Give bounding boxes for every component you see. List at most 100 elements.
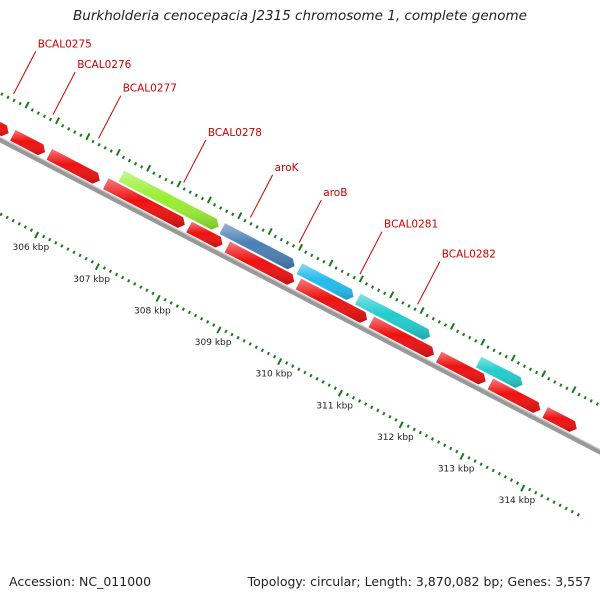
outer-tick: [237, 212, 243, 220]
outer-tick: [85, 133, 91, 141]
inner-tick: [102, 266, 106, 270]
outer-tick: [164, 177, 168, 182]
outer-tick: [97, 142, 101, 147]
gene-forward-3-shade: [103, 178, 185, 228]
inner-tick: [459, 452, 465, 461]
outer-tick: [449, 322, 455, 330]
outer-tick: [577, 392, 581, 397]
gene-forward-1: [10, 130, 46, 156]
outer-tick: [115, 148, 121, 157]
outer-tick: [279, 237, 283, 242]
inner-tick: [84, 256, 88, 261]
kbp-label: 314 kbp: [499, 496, 536, 506]
inner-tick: [570, 509, 574, 514]
gene-forward-7: [368, 316, 434, 358]
inner-tick: [266, 351, 271, 356]
outer-tick: [516, 361, 520, 365]
backbone-line: [0, 137, 600, 455]
inner-tick: [216, 326, 222, 334]
inner-tick: [78, 253, 82, 258]
outer-tick: [456, 329, 460, 334]
kbp-label: 312 kbp: [377, 433, 414, 443]
outer-tick: [152, 171, 156, 175]
inner-tick: [337, 389, 343, 397]
outer-tick: [443, 323, 448, 327]
outer-tick: [419, 307, 425, 315]
gene-label-leader: [250, 174, 274, 218]
gene-forward-6: [295, 278, 368, 323]
inner-tick: [5, 215, 9, 220]
outer-tick: [528, 367, 533, 372]
outer-tick: [273, 234, 277, 239]
outer-tick: [267, 227, 273, 236]
gene-forward-3: [103, 178, 185, 228]
gene-forward-0: [0, 121, 9, 137]
outer-tick: [322, 259, 326, 264]
inner-tick: [17, 222, 21, 226]
gene-forward-8-shade: [436, 351, 486, 385]
gene-label-leader: [417, 261, 441, 305]
inner-tick: [11, 218, 15, 223]
gene-forward-5-shade: [224, 241, 295, 285]
inner-tick: [108, 269, 113, 274]
outer-tick: [304, 250, 308, 255]
outer-tick: [583, 395, 587, 400]
outer-tick: [194, 193, 198, 198]
inner-tick: [139, 285, 143, 289]
gene-label: BCAL0277: [123, 83, 177, 95]
kbp-label: 311 kbp: [316, 401, 353, 411]
gene-feature-0: [118, 170, 219, 230]
gene-feature-2: [296, 263, 354, 300]
map-title: Burkholderia cenocepacia J2315 chromosom…: [73, 8, 527, 24]
outer-tick: [364, 282, 369, 286]
outer-tick: [255, 225, 259, 229]
inner-tick: [467, 456, 471, 460]
outer-tick: [219, 206, 223, 210]
outer-tick: [249, 222, 253, 226]
backbone-highlight: [0, 136, 600, 451]
inner-tick: [23, 225, 27, 229]
inner-tick: [236, 335, 240, 340]
inner-tick: [151, 291, 155, 296]
inner-tick: [540, 494, 544, 498]
inner-tick: [66, 247, 70, 251]
gene-labels: BCAL0275 BCAL0276 BCAL0277 BCAL0278 aroK aroB…: [13, 38, 496, 305]
gene-forward-0-shade: [0, 121, 9, 137]
inner-tick: [193, 313, 198, 318]
outer-tick: [425, 313, 429, 318]
inner-tick: [497, 471, 501, 476]
inner-tick: [60, 244, 64, 248]
inner-tick: [54, 241, 58, 245]
gene-forward-10-shade: [542, 407, 577, 432]
outer-tick: [498, 351, 502, 356]
gene-forward-9: [487, 378, 541, 413]
gene-forward-10: [542, 407, 577, 432]
inner-tick: [42, 234, 46, 239]
tick-marks: [0, 92, 599, 517]
gene-label-leader: [52, 71, 76, 115]
outer-tick: [225, 209, 229, 213]
inner-tick: [333, 386, 337, 391]
gene-label: aroK: [275, 162, 300, 174]
inner-tick: [515, 481, 520, 485]
inner-tick: [406, 424, 410, 429]
gene-forward-4: [186, 221, 223, 248]
outer-tick: [340, 269, 344, 274]
outer-tick: [200, 196, 204, 201]
inner-tick: [230, 332, 234, 337]
outer-tick: [377, 288, 381, 293]
inner-tick: [552, 500, 556, 504]
outer-tick: [91, 139, 95, 144]
inner-tick: [114, 272, 119, 277]
kbp-label: 307 kbp: [73, 275, 110, 285]
gene-forward-5: [224, 241, 295, 285]
outer-tick: [103, 146, 107, 150]
inner-tick: [297, 367, 301, 372]
outer-tick: [285, 240, 290, 245]
accession-text: Accession: NC_011000: [9, 574, 152, 589]
outer-tick: [55, 117, 61, 125]
outer-tick: [36, 111, 40, 115]
inner-tick: [212, 323, 216, 327]
inner-tick: [345, 392, 350, 397]
gene-label-leader: [359, 231, 383, 275]
